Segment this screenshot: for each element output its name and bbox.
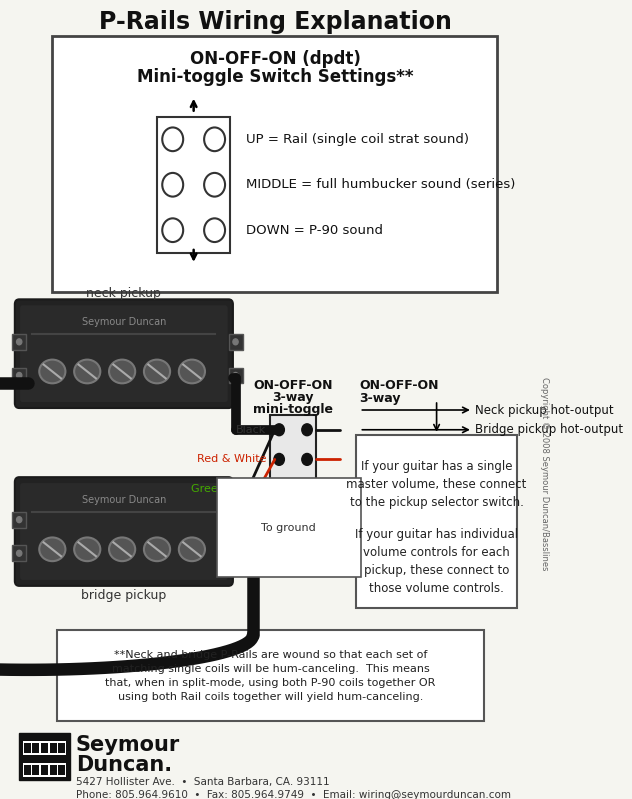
Text: 3-way: 3-way xyxy=(272,391,314,403)
Bar xyxy=(57,630,484,721)
Bar xyxy=(41,765,48,774)
Circle shape xyxy=(302,483,312,495)
Text: Neck pickup hot-output: Neck pickup hot-output xyxy=(475,403,614,416)
Circle shape xyxy=(16,339,22,345)
Text: **Neck and bridge P-Rails are wound so that each set of
matching single coils wi: **Neck and bridge P-Rails are wound so t… xyxy=(106,650,435,702)
Circle shape xyxy=(162,218,183,242)
Text: If your guitar has individual
volume controls for each
pickup, these connect to
: If your guitar has individual volume con… xyxy=(355,527,518,594)
Text: Phone: 805.964.9610  •  Fax: 805.964.9749  •  Email: wiring@seymourduncan.com: Phone: 805.964.9610 • Fax: 805.964.9749 … xyxy=(76,790,511,799)
Bar xyxy=(32,765,39,774)
Ellipse shape xyxy=(74,538,100,561)
Bar xyxy=(19,733,70,781)
Circle shape xyxy=(302,454,312,465)
Text: neck pickup: neck pickup xyxy=(87,287,161,300)
Ellipse shape xyxy=(39,360,66,384)
Text: Green & Bare: Green & Bare xyxy=(191,484,266,494)
Circle shape xyxy=(204,218,225,242)
Text: DOWN = P-90 sound: DOWN = P-90 sound xyxy=(246,224,383,237)
Text: mini-toggle: mini-toggle xyxy=(253,403,333,415)
Bar xyxy=(50,743,57,753)
Circle shape xyxy=(162,173,183,197)
FancyBboxPatch shape xyxy=(20,483,228,580)
Bar xyxy=(12,368,26,384)
Ellipse shape xyxy=(109,538,135,561)
Bar xyxy=(58,765,66,774)
Circle shape xyxy=(274,423,284,435)
Bar xyxy=(23,763,66,777)
Circle shape xyxy=(274,454,284,465)
Bar xyxy=(157,117,230,253)
Ellipse shape xyxy=(144,538,170,561)
Ellipse shape xyxy=(74,360,100,384)
Text: Seymour Duncan: Seymour Duncan xyxy=(82,495,166,505)
Bar xyxy=(58,743,66,753)
Text: Duncan.: Duncan. xyxy=(76,755,172,775)
Text: Red & White: Red & White xyxy=(197,455,266,464)
Bar xyxy=(23,765,30,774)
Ellipse shape xyxy=(39,538,66,561)
Circle shape xyxy=(302,423,312,435)
Circle shape xyxy=(274,483,284,495)
Bar xyxy=(41,743,48,753)
Circle shape xyxy=(233,339,238,345)
Bar xyxy=(229,512,243,527)
Text: 5427 Hollister Ave.  •  Santa Barbara, CA. 93111: 5427 Hollister Ave. • Santa Barbara, CA.… xyxy=(76,777,329,788)
Bar xyxy=(356,435,517,607)
Text: ON-OFF-ON: ON-OFF-ON xyxy=(360,379,439,392)
Circle shape xyxy=(16,517,22,523)
Bar xyxy=(50,765,57,774)
Circle shape xyxy=(233,551,238,556)
Bar xyxy=(32,743,39,753)
Text: Seymour Duncan: Seymour Duncan xyxy=(82,317,166,327)
FancyBboxPatch shape xyxy=(20,305,228,402)
Circle shape xyxy=(233,372,238,379)
Text: bridge pickup: bridge pickup xyxy=(82,589,166,602)
Ellipse shape xyxy=(109,360,135,384)
Bar xyxy=(52,36,497,292)
Bar xyxy=(23,741,66,755)
Text: Black: Black xyxy=(236,425,266,435)
Bar xyxy=(23,743,30,753)
Circle shape xyxy=(204,173,225,197)
Text: ON-OFF-ON: ON-OFF-ON xyxy=(253,379,333,392)
FancyBboxPatch shape xyxy=(15,300,233,408)
Circle shape xyxy=(16,372,22,379)
Text: MIDDLE = full humbucker sound (series): MIDDLE = full humbucker sound (series) xyxy=(246,178,515,191)
Bar xyxy=(229,546,243,561)
Bar xyxy=(229,334,243,350)
Ellipse shape xyxy=(144,360,170,384)
Text: To ground: To ground xyxy=(262,523,316,533)
Bar xyxy=(270,415,316,504)
FancyBboxPatch shape xyxy=(15,477,233,586)
Circle shape xyxy=(204,128,225,151)
Text: Bridge pickup hot-output: Bridge pickup hot-output xyxy=(475,423,624,436)
Text: Seymour: Seymour xyxy=(76,735,180,755)
Text: Copyright © 2008 Seymour Duncan/Basslines: Copyright © 2008 Seymour Duncan/Bassline… xyxy=(540,377,549,571)
Text: 3-way: 3-way xyxy=(360,392,401,404)
Text: If your guitar has a single
master volume, these connect
to the pickup selector : If your guitar has a single master volum… xyxy=(346,459,527,509)
Bar xyxy=(12,334,26,350)
Bar xyxy=(229,368,243,384)
Circle shape xyxy=(16,551,22,556)
Text: P-Rails Wiring Explanation: P-Rails Wiring Explanation xyxy=(99,10,452,34)
Text: UP = Rail (single coil strat sound): UP = Rail (single coil strat sound) xyxy=(246,133,469,145)
Text: ON-OFF-ON (dpdt): ON-OFF-ON (dpdt) xyxy=(190,50,361,68)
Text: Mini-toggle Switch Settings**: Mini-toggle Switch Settings** xyxy=(137,68,414,86)
Circle shape xyxy=(162,128,183,151)
Circle shape xyxy=(233,517,238,523)
Bar xyxy=(12,546,26,561)
Ellipse shape xyxy=(179,360,205,384)
Ellipse shape xyxy=(179,538,205,561)
Bar xyxy=(12,512,26,527)
